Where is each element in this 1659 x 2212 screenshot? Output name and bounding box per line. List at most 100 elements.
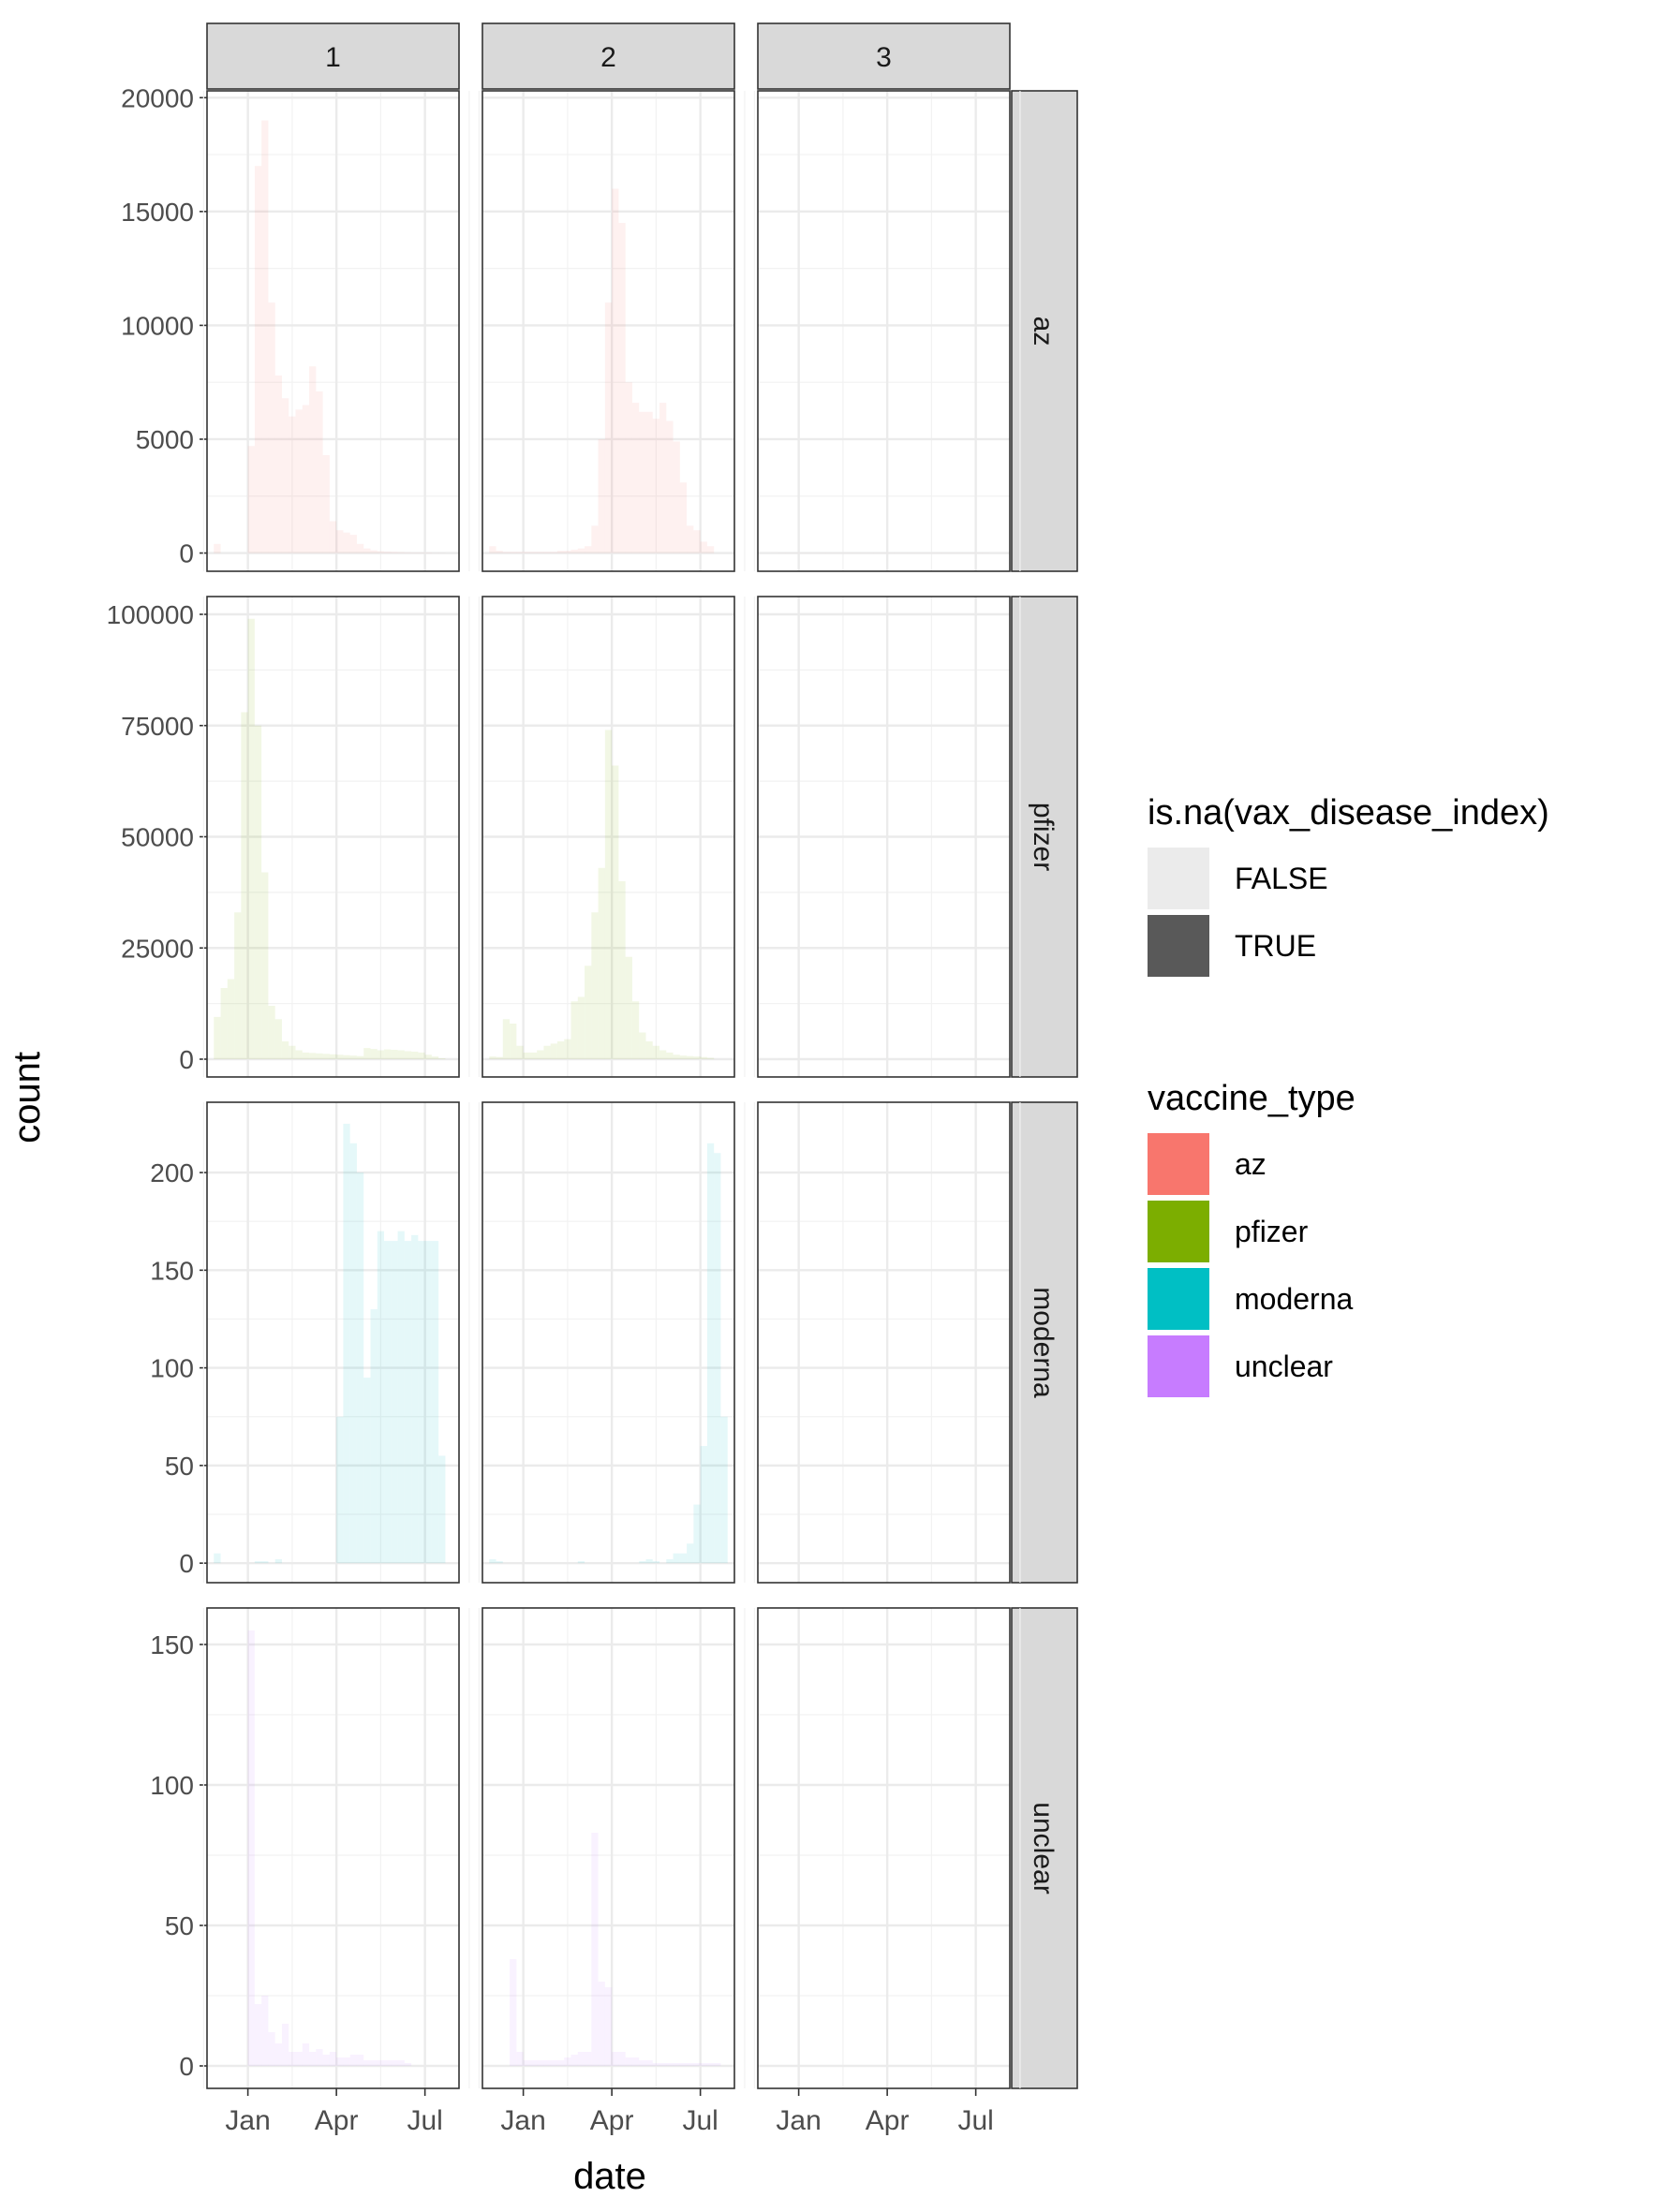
x-tick-label: Jul	[407, 2105, 442, 2136]
histogram-bar	[523, 552, 530, 553]
histogram-bar	[529, 2060, 538, 2066]
histogram-bar	[652, 2063, 660, 2066]
facet-strip-row-label: moderna	[1028, 1287, 1059, 1398]
panel-border	[206, 1101, 460, 1584]
panel-border	[206, 596, 460, 1078]
y-tick-label: 50	[165, 1911, 194, 1940]
panel-moderna-2	[478, 1101, 746, 1584]
histogram-bar	[639, 2060, 646, 2066]
histogram-bar	[612, 188, 619, 553]
histogram-bar	[556, 1041, 565, 1059]
histogram-bar	[316, 391, 323, 553]
histogram-bar	[645, 411, 653, 553]
histogram-bar	[687, 1055, 694, 1059]
panel-az-2	[478, 90, 746, 572]
histogram-bar	[329, 2052, 337, 2066]
histogram-bar	[377, 2060, 385, 2066]
histogram-bar	[700, 2063, 707, 2066]
histogram-bar	[631, 2057, 640, 2066]
legend-title: vaccine_type	[1148, 1079, 1355, 1118]
facet-strip-row-unclear	[1011, 1607, 1078, 2089]
panel-border	[206, 1607, 460, 2089]
histogram-bar	[570, 2055, 578, 2066]
histogram-bar	[598, 867, 605, 1059]
y-tick-label: 100	[150, 1771, 194, 1800]
histogram-bar	[556, 551, 565, 553]
histogram-bar	[706, 1057, 715, 1059]
histogram-bar	[261, 120, 269, 553]
histogram-bar	[537, 552, 544, 553]
histogram-bar	[349, 2055, 357, 2066]
histogram-bar	[679, 482, 688, 553]
facet-strip-row-label: unclear	[1028, 1802, 1059, 1894]
facet-strip-col-2	[481, 22, 735, 90]
x-axis-title: date	[573, 2156, 646, 2197]
histogram-bar	[700, 1446, 707, 1564]
histogram-bar	[336, 1054, 344, 1059]
histogram-bar	[631, 1001, 640, 1059]
histogram-bar	[556, 2060, 565, 2066]
histogram-bar	[529, 552, 538, 553]
histogram-bar	[302, 1052, 310, 1059]
histogram-bar	[397, 1231, 405, 1564]
histogram-bar	[489, 546, 496, 553]
legend-item-label: unclear	[1235, 1349, 1333, 1383]
histogram-bar	[397, 2060, 405, 2066]
histogram-bar	[666, 420, 674, 553]
histogram-bar	[693, 1056, 701, 1059]
histogram-bar	[631, 403, 640, 553]
y-tick-label: 20000	[121, 83, 194, 112]
histogram-bar	[309, 366, 317, 553]
histogram-bar	[645, 1041, 653, 1059]
histogram-bar	[349, 1143, 357, 1564]
histogram-bar	[295, 1050, 303, 1059]
histogram-bar	[516, 1045, 524, 1059]
histogram-bar	[679, 2063, 688, 2066]
histogram-bar	[336, 2057, 344, 2066]
histogram-bar	[570, 1001, 578, 1059]
histogram-bar	[404, 1051, 412, 1059]
histogram-bar	[281, 1041, 289, 1059]
histogram-bar	[502, 1019, 511, 1059]
histogram-bar	[336, 1416, 344, 1564]
histogram-bar	[639, 1561, 646, 1564]
y-tick-label: 150	[150, 1256, 194, 1285]
histogram-bar	[329, 1054, 337, 1059]
histogram-bar	[673, 1054, 680, 1059]
panel-border	[757, 90, 1011, 572]
legend-key-swatch	[1148, 1268, 1209, 1330]
histogram-bar	[679, 1055, 688, 1059]
histogram-bar	[356, 1055, 364, 1059]
histogram-bar	[706, 2063, 715, 2066]
x-tick-label: Apr	[315, 2105, 359, 2136]
histogram-bar	[418, 1241, 425, 1564]
panel-unclear-1	[202, 1607, 470, 2089]
histogram-bar	[659, 403, 667, 553]
histogram-bar	[377, 1050, 385, 1059]
panel-border	[757, 1607, 1011, 2089]
panel-pfizer-1	[202, 596, 470, 1078]
legend-key-swatch	[1148, 915, 1209, 977]
histogram-bar	[577, 1561, 585, 1564]
y-tick-label: 0	[179, 2052, 194, 2081]
histogram-bar	[604, 1987, 613, 2066]
x-tick-label: Apr	[590, 2105, 634, 2136]
histogram-bar	[247, 446, 255, 553]
histogram-bar	[687, 525, 694, 553]
y-tick-label: 50	[165, 1452, 194, 1481]
histogram-bar	[666, 1052, 674, 1059]
histogram-bar	[404, 2063, 412, 2066]
panel-border	[481, 90, 735, 572]
histogram-bar	[585, 966, 592, 1059]
panel-unclear-3	[753, 1607, 1021, 2089]
histogram-bar	[523, 1052, 530, 1059]
histogram-bar	[604, 302, 613, 553]
histogram-bar	[585, 2052, 592, 2066]
x-tick-label: Jul	[957, 2105, 993, 2136]
histogram-bar	[659, 1050, 667, 1059]
histogram-bar	[424, 1054, 432, 1059]
histogram-bar	[700, 541, 707, 553]
histogram-bar	[706, 546, 715, 553]
histogram-bar	[639, 411, 646, 553]
